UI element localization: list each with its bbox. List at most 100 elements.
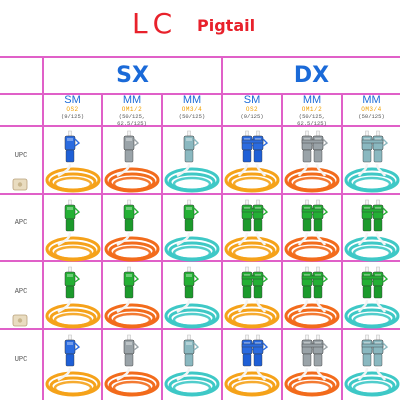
grid-line (0, 93, 400, 95)
fiber-grade: OM1/2 (301, 106, 323, 113)
duplex-clip (241, 343, 264, 348)
grid-line (0, 328, 400, 330)
lc-connector (252, 130, 269, 163)
cable-coil (104, 303, 160, 329)
duplex-clip (241, 275, 264, 280)
cable-coil (45, 167, 101, 193)
lc-connector (372, 199, 389, 232)
grid-line (221, 56, 223, 400)
cable-coil (344, 167, 400, 193)
fiber-grade: OS2 (66, 106, 79, 113)
lc-connector (183, 199, 200, 232)
cable-coil (344, 303, 400, 329)
cable-coil (224, 371, 280, 397)
column-header-1: SM OS2 (9/125) (44, 94, 101, 125)
cable-coil (45, 236, 101, 262)
pigtail-product-image (343, 262, 400, 329)
row-label-polish: UPC (14, 152, 28, 160)
row-label-polish: APC (14, 219, 28, 227)
grid-line (0, 125, 400, 127)
duplex-clip (301, 275, 324, 280)
grid-line (0, 56, 400, 58)
pigtail-product-image (103, 262, 161, 329)
pigtail-product-image (283, 330, 341, 397)
grid-line (161, 93, 163, 400)
lc-connector (64, 334, 81, 367)
grid-line (42, 56, 44, 400)
title-main: LC (132, 7, 178, 40)
pigtail-product-image (343, 330, 400, 397)
duplex-clip (301, 343, 324, 348)
column-header-5: MM OM1/2 (50/125, 62.5/125) (283, 94, 341, 127)
cable-coil (164, 167, 220, 193)
lc-connector (252, 266, 269, 299)
cable-coil (284, 303, 340, 329)
duplex-clip (361, 208, 384, 213)
lc-connector (123, 334, 140, 367)
cable-coil (284, 371, 340, 397)
lc-connector (183, 334, 200, 367)
pigtail-product-image (163, 195, 221, 262)
pigtail-product-image (223, 126, 281, 193)
column-header-4: SM OS2 (9/125) (223, 94, 281, 125)
fiber-grade: OM1/2 (121, 106, 143, 113)
pigtail-product-image (44, 195, 102, 262)
pigtail-product-image (283, 126, 341, 193)
group-header-dx: DX (293, 63, 330, 88)
fiber-core: (50/125) (358, 113, 385, 120)
row-label-polish: APC (14, 288, 28, 296)
duplex-clip (361, 139, 384, 144)
pigtail-product-image (103, 126, 161, 193)
lc-connector (312, 266, 329, 299)
column-header-6: MM OM3/4 (50/125) (343, 94, 400, 125)
lc-connector (372, 334, 389, 367)
lc-connector (252, 334, 269, 367)
duplex-clip (241, 208, 264, 213)
cable-coil (344, 371, 400, 397)
pigtail-product-image (283, 262, 341, 329)
duplex-clip (241, 139, 264, 144)
column-header-3: MM OM3/4 (50/125) (163, 94, 221, 125)
grid-line (0, 193, 400, 195)
column-header-2: MM OM1/2 (50/125, 62.5/125) (103, 94, 161, 127)
fiber-mode: MM (362, 94, 381, 106)
cable-coil (104, 236, 160, 262)
fiber-grade: OM3/4 (181, 106, 203, 113)
title-area: LC Pigtail (0, 0, 400, 56)
lc-connector (123, 199, 140, 232)
cable-coil (164, 236, 220, 262)
duplex-clip (301, 139, 324, 144)
fiber-core: (50/125, 62.5/125) (297, 113, 327, 127)
grid-line (281, 93, 283, 400)
cable-coil (284, 167, 340, 193)
pigtail-product-image (223, 330, 281, 397)
grid-line (101, 93, 103, 400)
lc-connector (64, 130, 81, 163)
fiber-core: (50/125, 62.5/125) (117, 113, 147, 127)
fiber-grade: OS2 (245, 106, 259, 113)
title-sub: Pigtail (197, 16, 256, 35)
pigtail-product-image (103, 330, 161, 397)
cable-coil (284, 236, 340, 262)
pigtail-product-image (44, 330, 102, 397)
lc-connector (64, 199, 81, 232)
fiber-mode: MM (182, 94, 202, 106)
pigtail-product-image (44, 126, 102, 193)
cable-coil (104, 371, 160, 397)
lc-connector (183, 266, 200, 299)
group-header-sx: SX (116, 63, 149, 88)
lc-connector (64, 266, 81, 299)
fiber-grade: OM3/4 (361, 106, 382, 113)
cable-coil (224, 236, 280, 262)
lc-connector (312, 130, 329, 163)
fiber-mode: MM (302, 94, 322, 106)
lc-connector (372, 266, 389, 299)
lc-connector (372, 130, 389, 163)
pigtail-product-image (223, 195, 281, 262)
fiber-core: (9/125) (240, 113, 264, 120)
row-label-polish: UPC (14, 356, 28, 364)
pigtail-product-image (343, 126, 400, 193)
lc-connector (123, 130, 140, 163)
cable-coil (224, 303, 280, 329)
